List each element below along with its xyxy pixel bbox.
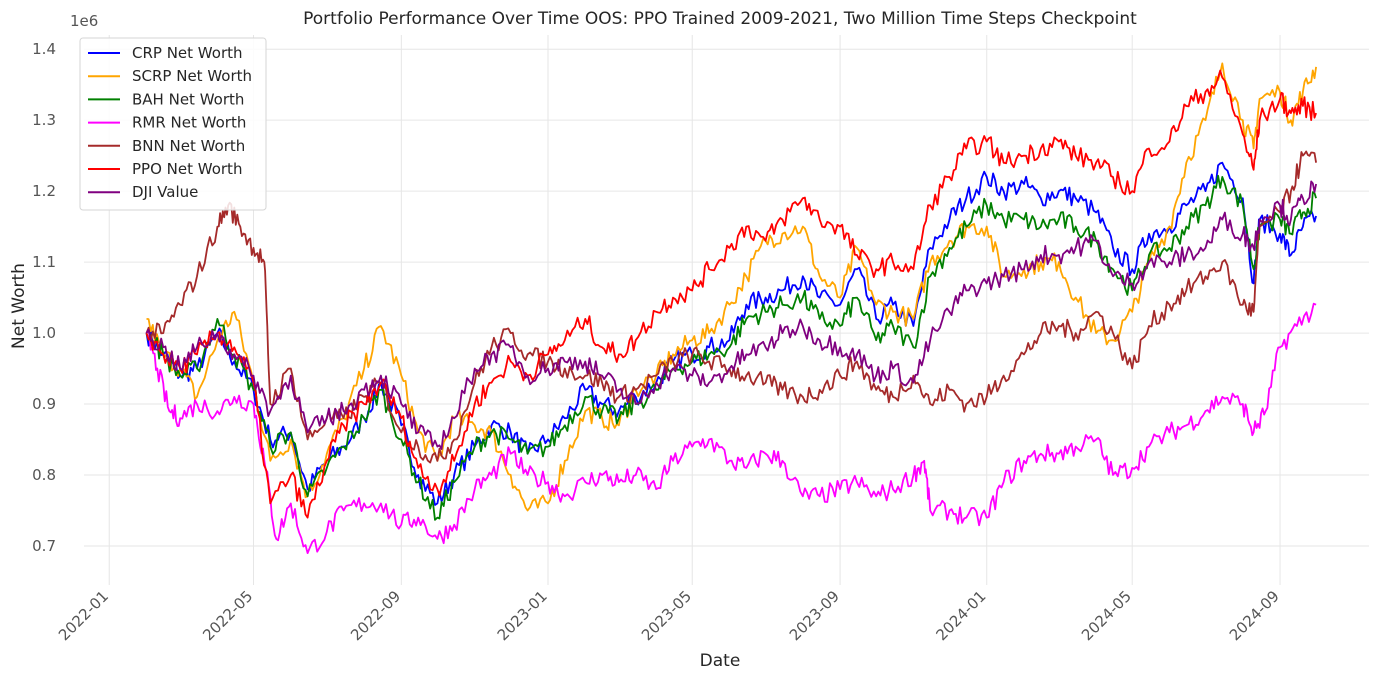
series-line-1 [146,62,1317,512]
y-axis-ticks: 0.7 0.8 0.9 1.0 1.1 1.2 1.3 1.4 [32,40,56,555]
x-tick-label: 2022-09 [347,587,404,644]
legend-label: BAH Net Worth [132,90,244,108]
x-tick-label: 2023-09 [786,587,843,644]
legend-label: PPO Net Worth [132,160,242,178]
legend-label: SCRP Net Worth [132,67,252,85]
x-tick-label: 2024-09 [1226,587,1283,644]
x-tick-label: 2023-05 [638,587,695,644]
x-tick-label: 2022-05 [199,587,256,644]
x-tick-label: 2022-01 [55,587,112,644]
series-lines [145,62,1317,554]
x-axis-label: Date [700,651,741,671]
y-tick-label: 1.2 [32,182,56,200]
y-tick-label: 0.8 [32,466,56,484]
legend-label: DJI Value [132,183,198,201]
series-line-6 [145,180,1317,450]
y-tick-label: 0.9 [32,395,56,413]
x-tick-label: 2024-05 [1078,587,1135,644]
chart-title: Portfolio Performance Over Time OOS: PPO… [303,9,1137,29]
x-axis-ticks: 2022-01 2022-05 2022-09 2023-01 2023-05 2023-… [55,587,1283,644]
y-tick-label: 1.1 [32,253,56,271]
y-axis-label: Net Worth [9,263,29,349]
series-line-5 [145,69,1317,519]
series-line-3 [145,302,1317,554]
y-tick-label: 1.4 [32,40,56,58]
x-tick-label: 2023-01 [494,587,551,644]
legend-label: RMR Net Worth [132,114,246,132]
legend-label: CRP Net Worth [132,44,243,62]
series-line-2 [145,174,1317,521]
y-tick-label: 1.0 [32,324,56,342]
legend: CRP Net Worth SCRP Net Worth BAH Net Worth… [79,37,267,211]
x-tick-label: 2024-01 [933,587,990,644]
y-axis-multiplier: 1e6 [70,12,98,30]
legend-box [79,37,267,211]
legend-label: BNN Net Worth [132,137,245,155]
y-tick-label: 1.3 [32,111,56,129]
grid [84,35,1369,585]
y-tick-label: 0.7 [32,537,56,555]
